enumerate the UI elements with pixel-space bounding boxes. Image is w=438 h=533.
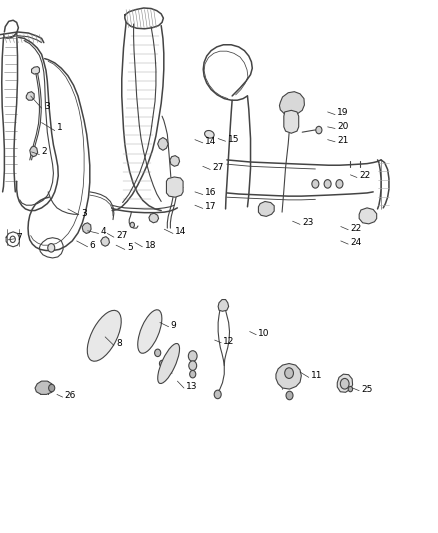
Circle shape — [189, 361, 197, 370]
Text: 26: 26 — [65, 391, 76, 400]
Text: 19: 19 — [337, 109, 349, 117]
Text: 27: 27 — [212, 164, 224, 172]
Text: 6: 6 — [90, 241, 95, 249]
Circle shape — [190, 370, 196, 378]
Polygon shape — [26, 92, 34, 100]
Text: 10: 10 — [258, 329, 270, 337]
Text: 15: 15 — [228, 135, 239, 144]
Polygon shape — [276, 364, 301, 389]
Polygon shape — [30, 146, 38, 157]
Circle shape — [214, 390, 221, 399]
Text: 9: 9 — [171, 321, 177, 329]
Text: 22: 22 — [359, 172, 371, 180]
Text: 11: 11 — [311, 372, 322, 380]
Circle shape — [348, 386, 353, 392]
Polygon shape — [284, 110, 299, 133]
Circle shape — [312, 180, 319, 188]
Polygon shape — [166, 177, 183, 197]
Polygon shape — [218, 300, 229, 311]
Polygon shape — [258, 201, 274, 216]
Ellipse shape — [138, 310, 162, 353]
Text: 24: 24 — [350, 238, 362, 247]
Text: 1: 1 — [57, 124, 63, 132]
Text: 7: 7 — [17, 233, 22, 241]
Text: 20: 20 — [337, 123, 349, 131]
Circle shape — [285, 368, 293, 378]
Circle shape — [155, 349, 161, 357]
Text: 14: 14 — [175, 228, 187, 236]
Text: 3: 3 — [81, 209, 87, 217]
Text: 14: 14 — [205, 137, 216, 146]
Ellipse shape — [205, 131, 214, 138]
Text: 21: 21 — [337, 136, 349, 144]
Ellipse shape — [87, 310, 121, 361]
Circle shape — [188, 351, 197, 361]
Circle shape — [159, 360, 165, 367]
Text: 2: 2 — [42, 148, 47, 156]
Polygon shape — [149, 213, 159, 223]
Polygon shape — [35, 381, 53, 394]
Circle shape — [49, 384, 55, 392]
Circle shape — [336, 180, 343, 188]
Text: 25: 25 — [361, 385, 373, 393]
Text: 3: 3 — [44, 102, 49, 111]
Polygon shape — [170, 156, 180, 166]
Circle shape — [340, 378, 349, 389]
Circle shape — [48, 244, 55, 252]
Text: 13: 13 — [186, 382, 198, 391]
Polygon shape — [32, 67, 39, 74]
Circle shape — [10, 236, 15, 243]
Text: 17: 17 — [205, 203, 216, 211]
Polygon shape — [82, 223, 91, 233]
Text: 27: 27 — [116, 231, 127, 240]
Text: 12: 12 — [223, 337, 235, 345]
Polygon shape — [359, 208, 377, 224]
Circle shape — [324, 180, 331, 188]
Text: 22: 22 — [350, 224, 362, 232]
Text: 16: 16 — [205, 189, 216, 197]
Polygon shape — [337, 374, 353, 392]
Text: 23: 23 — [302, 219, 314, 227]
Text: 18: 18 — [145, 241, 156, 249]
Polygon shape — [279, 92, 304, 116]
Text: 4: 4 — [101, 228, 106, 236]
Circle shape — [130, 222, 134, 228]
Circle shape — [286, 391, 293, 400]
Polygon shape — [158, 138, 168, 150]
Polygon shape — [101, 237, 110, 246]
Ellipse shape — [158, 343, 180, 384]
Circle shape — [316, 126, 322, 134]
Text: 5: 5 — [127, 244, 133, 252]
Text: 8: 8 — [116, 340, 122, 348]
